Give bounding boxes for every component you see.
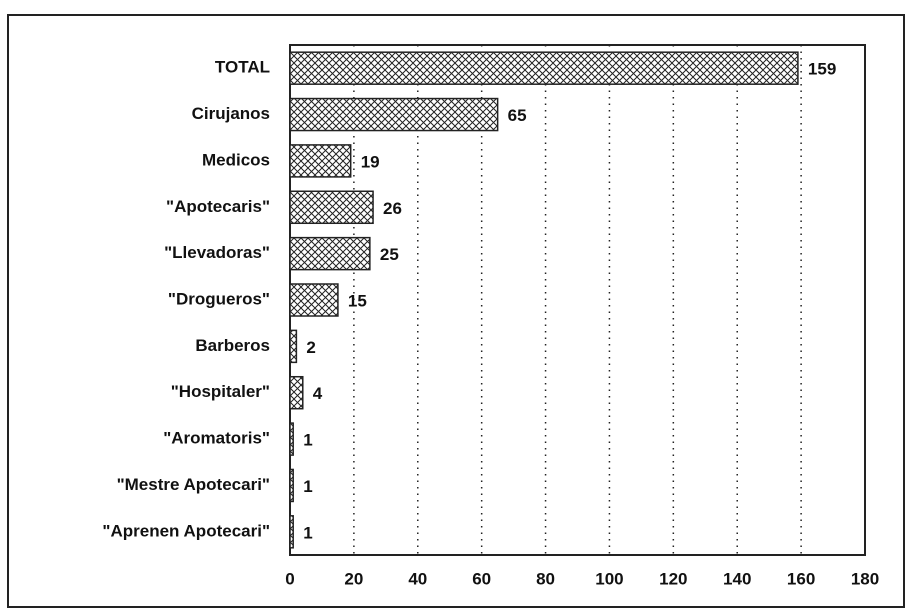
- bar: [289, 190, 374, 225]
- data-label: 4: [313, 384, 323, 403]
- x-tick-label: 100: [595, 569, 623, 588]
- bar: [289, 144, 352, 178]
- frame: [7, 14, 905, 608]
- bar: [289, 329, 298, 364]
- y-tick-label: "Llevadoras": [164, 243, 270, 262]
- data-label: 159: [808, 60, 836, 79]
- y-tick-label: Cirujanos: [192, 104, 270, 123]
- y-tick-label: Barberos: [195, 336, 270, 355]
- data-label: 1: [303, 431, 312, 450]
- x-tick-label: 140: [723, 569, 751, 588]
- y-tick-label: Medicos: [202, 150, 270, 169]
- x-tick-label: 160: [787, 569, 815, 588]
- data-label: 25: [380, 245, 399, 264]
- bar: [289, 468, 294, 503]
- bar: [289, 422, 294, 456]
- y-tick-label: "Apotecaris": [166, 197, 270, 216]
- x-tick-label: 60: [472, 569, 491, 588]
- bar: [289, 375, 304, 410]
- data-label: 65: [508, 106, 527, 125]
- x-tick-label: 120: [659, 569, 687, 588]
- data-label: 26: [383, 199, 402, 218]
- y-tick-label: "Mestre Apotecari": [117, 475, 270, 494]
- bar: [289, 515, 294, 549]
- x-tick-label: 180: [851, 569, 879, 588]
- x-tick-label: 80: [536, 569, 555, 588]
- y-tick-label: "Aprenen Apotecari": [102, 521, 270, 540]
- y-tick-label: "Drogueros": [168, 289, 270, 308]
- x-tick-label: 40: [408, 569, 427, 588]
- bar: [289, 51, 799, 85]
- y-tick-label: "Hospitaler": [171, 382, 270, 401]
- data-label: 15: [348, 291, 367, 310]
- bar: [289, 236, 371, 271]
- y-tick-label: "Aromatoris": [163, 429, 270, 448]
- bar: [289, 97, 499, 132]
- data-label: 1: [303, 523, 312, 542]
- bar: [289, 283, 339, 317]
- x-tick-label: 20: [344, 569, 363, 588]
- data-label: 2: [306, 338, 315, 357]
- y-tick-label: TOTAL: [215, 58, 270, 77]
- x-tick-label: 0: [285, 569, 294, 588]
- data-label: 1: [303, 477, 312, 496]
- data-label: 19: [361, 152, 380, 171]
